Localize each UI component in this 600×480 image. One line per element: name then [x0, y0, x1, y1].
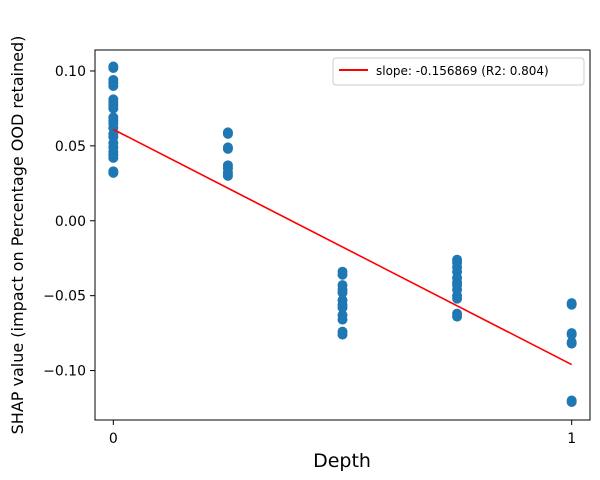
scatter-point — [337, 329, 348, 340]
scatter-point — [566, 329, 577, 340]
y-tick-label: 0.10 — [55, 64, 86, 80]
scatter-point — [566, 338, 577, 349]
legend: slope: -0.156869 (R2: 0.804) — [332, 57, 585, 86]
scatter-point — [337, 287, 348, 298]
scatter-point — [108, 152, 119, 163]
y-tick-label: −0.05 — [43, 289, 86, 305]
scatter-point — [452, 293, 463, 304]
scatter-point — [108, 103, 119, 114]
plot-area-frame — [94, 49, 591, 421]
scatter-point — [337, 269, 348, 280]
scatter-point — [452, 311, 463, 322]
scatter-point — [108, 80, 119, 91]
y-tick-label: 0.00 — [55, 214, 86, 230]
scatter-point — [566, 299, 577, 310]
scatter-points — [108, 61, 577, 408]
scatter-point — [108, 62, 119, 73]
scatter-point — [108, 167, 119, 178]
y-axis-ticks: 0.10 0.05 0.00 −0.05 −0.10 — [43, 64, 95, 380]
y-tick-label: 0.05 — [55, 139, 86, 155]
x-tick-label: 0 — [109, 431, 118, 447]
legend-box — [332, 57, 585, 86]
scatter-point — [337, 314, 348, 325]
scatter-point — [222, 128, 233, 139]
x-tick-label: 1 — [567, 431, 576, 447]
scatter-point — [566, 397, 577, 408]
x-axis-label: Depth — [313, 450, 371, 472]
scatter-point — [222, 170, 233, 181]
y-tick-label: −0.10 — [43, 364, 86, 380]
y-axis-label: SHAP value (impact on Percentage OOD ret… — [8, 36, 27, 435]
regression-line-layer — [112, 128, 573, 366]
regression-line — [112, 128, 573, 366]
scatter-point — [222, 143, 233, 154]
scatter-point — [337, 302, 348, 313]
legend-entry-label: slope: -0.156869 (R2: 0.804) — [376, 64, 549, 78]
